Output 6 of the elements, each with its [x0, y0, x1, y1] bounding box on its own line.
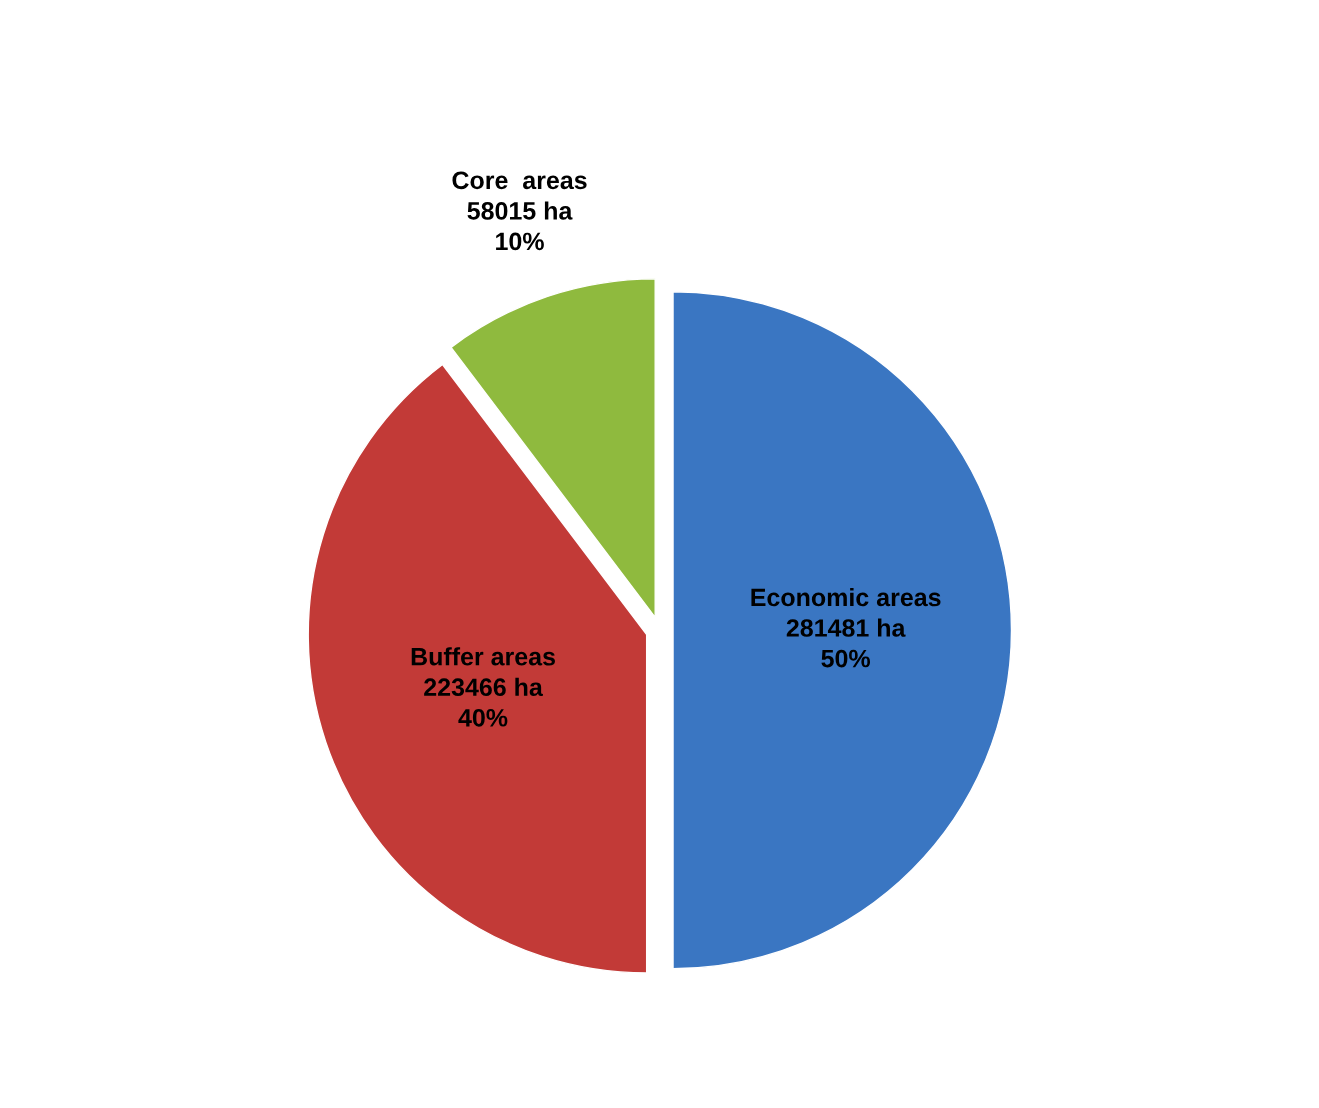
slice-label: Economic areas	[751, 587, 941, 607]
data-label: 223466 ha 40%	[424, 677, 543, 727]
data-label: 58015 ha 10%	[467, 201, 573, 251]
data-label: 281481 ha 50%	[786, 618, 906, 668]
slice-label: Core areas	[452, 171, 587, 190]
slice-label: Buffer areas	[411, 647, 555, 666]
